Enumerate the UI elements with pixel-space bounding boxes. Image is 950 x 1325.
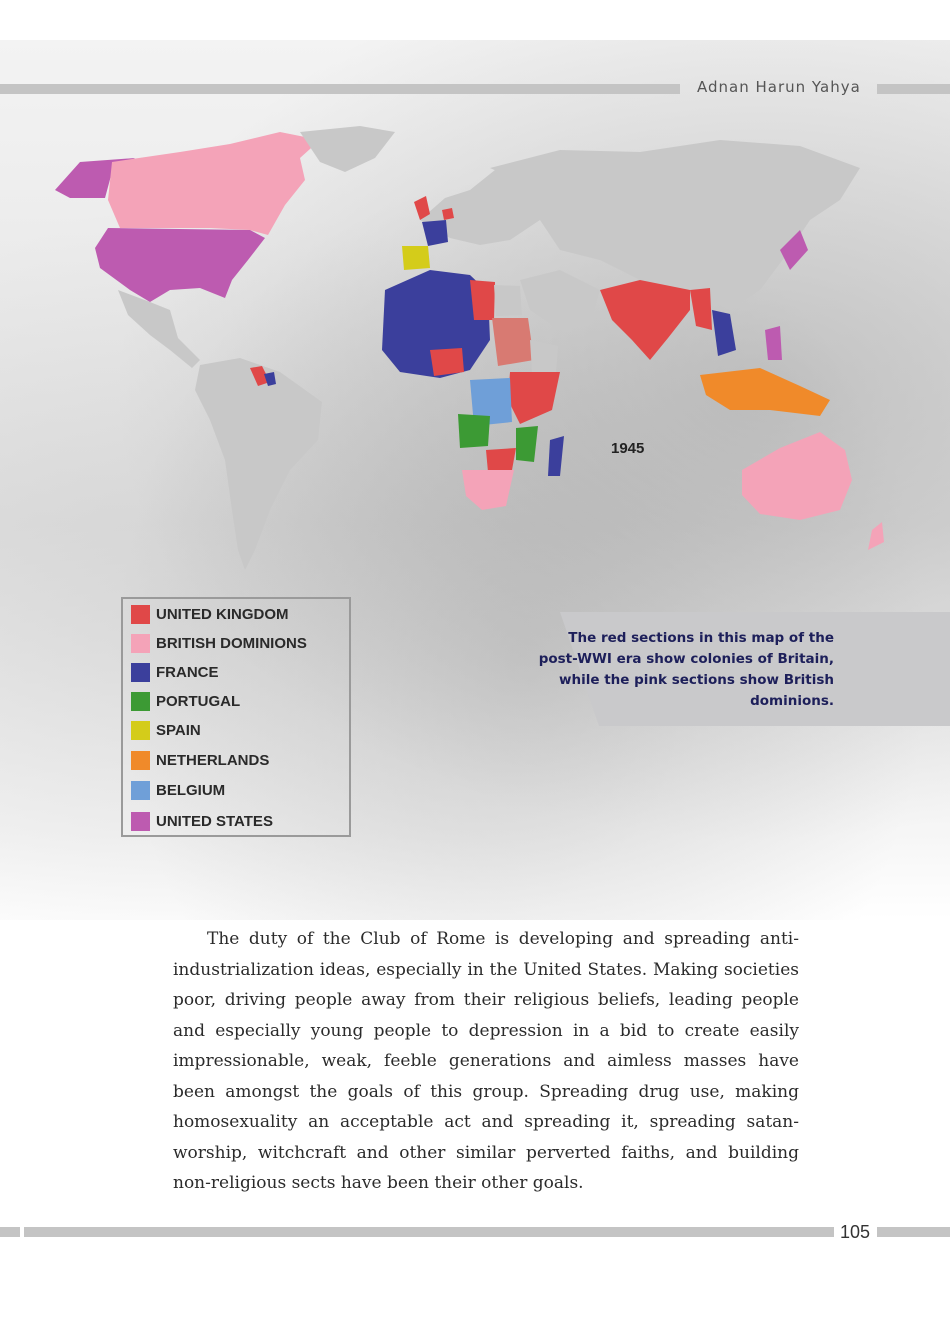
region-netherlands-eu xyxy=(442,208,454,220)
region-french-guiana xyxy=(264,372,276,386)
region-nigeria xyxy=(430,348,464,376)
legend-label: BELGIUM xyxy=(156,781,226,799)
legend-swatch xyxy=(131,720,150,740)
map-year-label: 1945 xyxy=(611,440,645,457)
region-middle-east xyxy=(520,270,600,330)
legend-swatch xyxy=(131,691,150,711)
legend-label: FRANCE xyxy=(156,663,219,681)
region-france-europe xyxy=(422,220,448,246)
legend-item-france: FRANCE xyxy=(131,661,219,683)
body-paragraph: The duty of the Club of Rome is developi… xyxy=(173,929,799,1193)
region-guianas xyxy=(250,366,270,386)
legend-item-united-kingdom: UNITED KINGDOM xyxy=(131,603,289,625)
legend-label: PORTUGAL xyxy=(156,692,241,710)
legend-item-british-dominions: BRITISH DOMINIONS xyxy=(131,632,307,654)
region-rhodesia xyxy=(486,448,516,472)
footer-rule-right xyxy=(877,1227,950,1237)
footer-rule-left xyxy=(0,1227,20,1237)
legend-label: BRITISH DOMINIONS xyxy=(156,634,307,652)
region-south-america xyxy=(195,358,322,570)
region-iberia xyxy=(402,246,430,270)
legend-swatch xyxy=(131,662,150,682)
region-uk xyxy=(414,196,430,220)
page-number: 105 xyxy=(840,1222,871,1242)
region-egypt xyxy=(494,285,522,316)
legend-swatch xyxy=(131,633,150,653)
colonial-world-map xyxy=(55,126,884,570)
region-indochina xyxy=(712,310,736,356)
region-usa xyxy=(95,228,265,302)
region-sudan xyxy=(492,318,534,366)
legend-item-belgium: BELGIUM xyxy=(131,779,225,801)
region-indonesia xyxy=(700,368,830,416)
legend-swatch xyxy=(131,811,150,831)
region-south-africa xyxy=(462,470,514,510)
region-angola xyxy=(458,414,490,448)
region-libya xyxy=(470,280,495,320)
legend-swatch xyxy=(131,780,150,800)
running-header-author: Adnan Harun Yahya xyxy=(697,78,861,96)
legend-item-portugal: PORTUGAL xyxy=(131,690,240,712)
region-new-zealand xyxy=(868,522,884,550)
region-burma xyxy=(690,288,712,330)
region-congo xyxy=(470,378,512,426)
region-philippines xyxy=(765,326,782,360)
region-ethiopia xyxy=(530,340,558,372)
legend-label: SPAIN xyxy=(156,721,201,739)
region-europe xyxy=(420,170,540,245)
legend-item-netherlands: NETHERLANDS xyxy=(131,749,269,771)
caption-box xyxy=(560,612,950,726)
footer-rule-main xyxy=(24,1227,834,1237)
legend-label: UNITED KINGDOM xyxy=(156,605,289,623)
region-japan xyxy=(780,230,808,270)
region-mozambique xyxy=(516,426,538,462)
header-rule-right xyxy=(877,84,950,94)
header-rule-left xyxy=(0,84,680,94)
region-north-africa-fr xyxy=(382,270,490,378)
region-asia xyxy=(490,140,860,310)
region-greenland xyxy=(300,126,395,172)
region-east-africa xyxy=(508,372,560,424)
map-legend: UNITED KINGDOM BRITISH DOMINIONS FRANCE … xyxy=(121,597,351,837)
legend-label: UNITED STATES xyxy=(156,812,273,830)
legend-item-spain: SPAIN xyxy=(131,719,201,741)
region-central-america xyxy=(118,290,200,368)
legend-label: NETHERLANDS xyxy=(156,751,270,769)
legend-swatch xyxy=(131,750,150,770)
region-india xyxy=(600,280,690,360)
map-caption: The red sections in this map of the post… xyxy=(538,630,834,709)
region-canada xyxy=(108,132,320,235)
region-madagascar xyxy=(548,436,564,476)
legend-swatch xyxy=(131,604,150,624)
legend-item-united-states: UNITED STATES xyxy=(131,810,273,832)
region-australia xyxy=(742,432,852,520)
